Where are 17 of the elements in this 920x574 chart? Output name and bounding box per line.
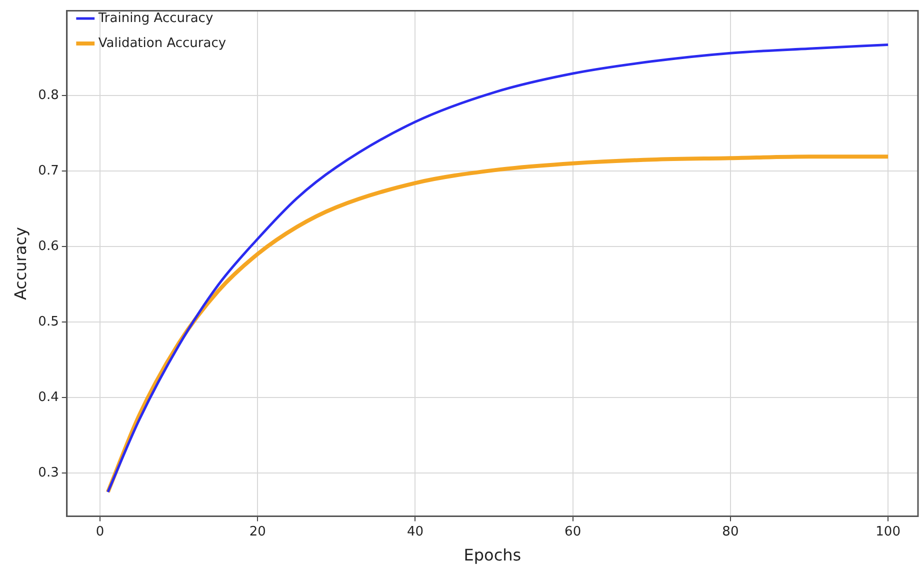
x-tick-label: 0 xyxy=(96,524,104,540)
x-axis-title: Epochs xyxy=(464,546,522,565)
x-tick-label: 80 xyxy=(722,524,739,540)
y-tick-label: 0.7 xyxy=(38,163,59,178)
x-tick-label: 40 xyxy=(406,524,424,540)
y-tick-label: 0.3 xyxy=(38,466,59,481)
x-tick-label: 60 xyxy=(564,524,582,540)
y-tick-label: 0.8 xyxy=(38,88,59,103)
line-series xyxy=(106,154,890,494)
legend-label: Training Accuracy xyxy=(97,10,214,26)
x-tick-label: 100 xyxy=(876,524,900,540)
y-axis-title: Accuracy xyxy=(10,226,30,300)
legend-label: Validation Accuracy xyxy=(98,36,226,51)
y-tick-label: 0.6 xyxy=(38,238,59,254)
x-tick-label: 20 xyxy=(249,524,266,540)
y-tick-label: 0.5 xyxy=(38,314,59,330)
y-tick-label: 0.4 xyxy=(38,390,59,405)
